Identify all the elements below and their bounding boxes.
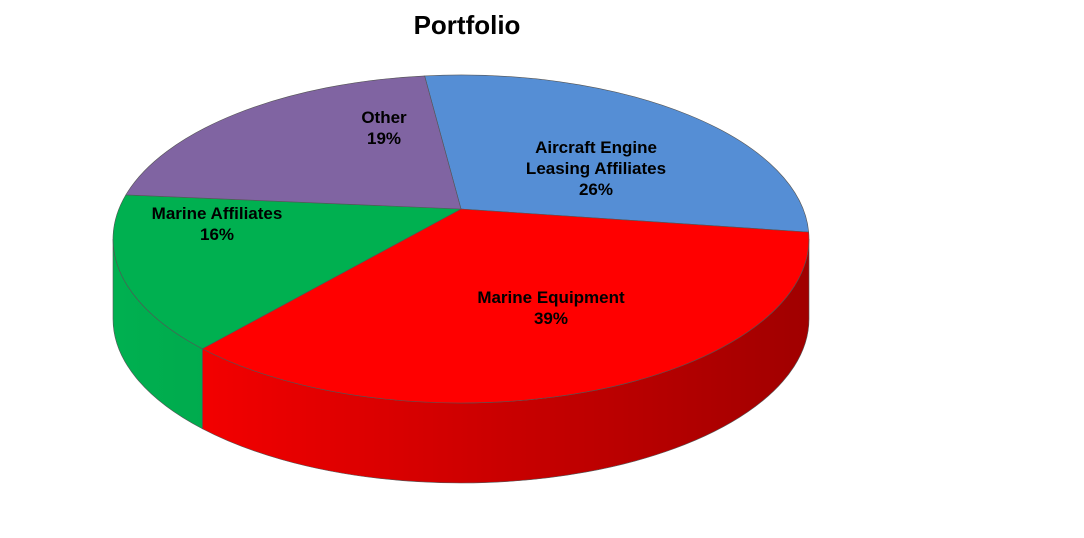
pie-slice-other — [125, 75, 462, 210]
data-label: Marine Affiliates 16% — [152, 203, 283, 245]
data-label-percent: 19% — [366, 129, 402, 148]
pie-slice-marine-equipment — [201, 208, 810, 404]
data-label-name: Aircraft Engine — [535, 138, 657, 157]
data-label-name: Leasing Affiliates — [525, 159, 667, 178]
chart-title: Portfolio — [413, 10, 521, 40]
pie-slice-marine-affiliates — [112, 194, 463, 350]
data-label-percent: 39% — [533, 309, 569, 328]
data-label-percent: 16% — [199, 225, 235, 244]
data-label: Other 19% — [361, 107, 406, 149]
data-label: Marine Equipment 39% — [477, 287, 624, 329]
data-label-name: Marine Affiliates — [151, 204, 283, 223]
data-label-percent: 26% — [578, 180, 614, 199]
pie-slice-aircraft-engine-leasing-affiliates — [424, 74, 810, 233]
data-label: Aircraft Engine Leasing Affiliates 26% — [526, 137, 666, 200]
data-label-name: Marine Equipment — [477, 288, 625, 307]
data-label-name: Other — [361, 108, 407, 127]
